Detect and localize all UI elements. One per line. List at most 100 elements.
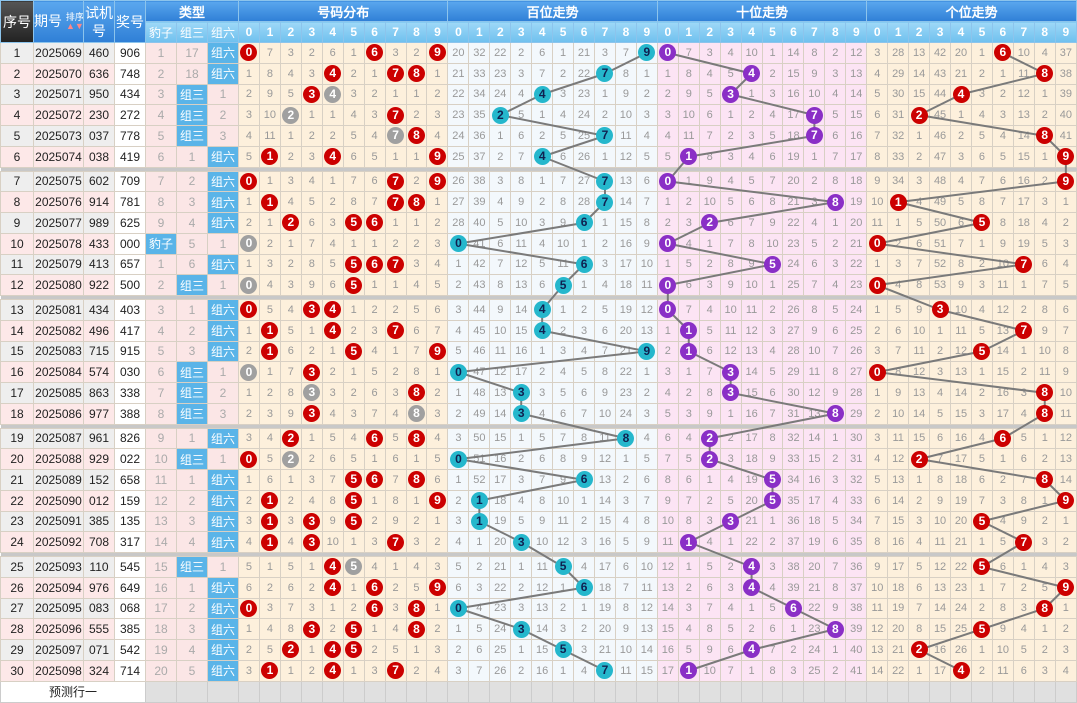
hundreds-omission-cell: 9 — [594, 382, 616, 404]
tens-omission-cell: 2 — [698, 489, 721, 512]
hundreds-omission-cell: 14 — [510, 299, 533, 321]
dist-omission-cell: 2 — [342, 597, 365, 620]
prediction-cell[interactable] — [635, 680, 658, 703]
prediction-cell[interactable] — [614, 680, 637, 703]
tens-ball: 1 — [680, 533, 698, 551]
prediction-cell[interactable] — [970, 680, 993, 703]
hundreds-omission-cell: 4 — [635, 125, 658, 147]
prediction-cell[interactable] — [782, 680, 805, 703]
prediction-cell[interactable] — [363, 680, 386, 703]
hundreds-omission-cell: 2 — [489, 145, 512, 168]
prediction-cell[interactable] — [510, 680, 533, 703]
prediction-cell[interactable] — [300, 680, 323, 703]
prediction-cell[interactable] — [719, 680, 742, 703]
hundreds-omission-cell: 23 — [614, 382, 637, 404]
type-omission-cell: 4 — [176, 531, 208, 553]
prediction-cell[interactable] — [1033, 680, 1056, 703]
units-ball: 7 — [1015, 533, 1033, 551]
prediction-cell[interactable] — [1054, 680, 1077, 703]
hundreds-ball: 5 — [554, 558, 572, 576]
tens-omission-cell: 5 — [719, 618, 742, 640]
seq-cell: 10 — [0, 232, 34, 255]
prediction-cell[interactable] — [238, 680, 260, 703]
tens-omission-cell: 27 — [782, 319, 805, 342]
tens-omission-cell: 3 — [698, 42, 721, 64]
prediction-cell[interactable] — [145, 680, 177, 703]
prediction-cell[interactable] — [656, 680, 679, 703]
prediction-cell[interactable] — [206, 680, 240, 703]
prediction-cell[interactable] — [258, 680, 281, 703]
prediction-cell[interactable] — [176, 680, 208, 703]
units-omission-cell: 13 — [908, 42, 931, 64]
hundreds-omission-cell: 2 — [447, 639, 470, 661]
prediction-cell[interactable] — [950, 680, 972, 703]
prediction-cell[interactable] — [803, 680, 826, 703]
prediction-cell[interactable] — [447, 680, 470, 703]
prediction-cell[interactable] — [531, 680, 554, 703]
tens-omission-cell: 16 — [782, 83, 805, 106]
hundreds-omission-cell: 21 — [573, 42, 595, 64]
sort-button[interactable]: 排序 ▲▼ — [66, 13, 83, 31]
prediction-cell[interactable] — [698, 680, 721, 703]
dist-omission-cell: 4 — [426, 659, 449, 682]
tens-omission-cell: 15 — [803, 448, 826, 470]
prediction-cell[interactable] — [573, 680, 595, 703]
dist-cell: 6 — [363, 212, 386, 234]
prediction-cell[interactable] — [552, 680, 575, 703]
units-omission-cell: 30 — [887, 83, 910, 106]
dist-omission-cell: 6 — [363, 170, 386, 193]
prediction-cell[interactable] — [342, 680, 365, 703]
units-omission-cell: 19 — [950, 489, 972, 512]
hundreds-cell: 3 — [510, 382, 533, 404]
dist-omission-cell: 1 — [300, 639, 323, 661]
units-ball: 8 — [1036, 384, 1054, 402]
tens-omission-cell: 6 — [698, 340, 721, 363]
dist-omission-cell: 2 — [405, 510, 428, 533]
dist-omission-cell: 2 — [363, 639, 386, 661]
tens-omission-cell: 27 — [845, 361, 868, 383]
prediction-cell[interactable] — [908, 680, 931, 703]
prediction-cell[interactable] — [677, 680, 700, 703]
seq-cell: 29 — [0, 639, 34, 661]
prediction-cell[interactable] — [991, 680, 1014, 703]
prediction-cell[interactable] — [866, 680, 889, 703]
tens-omission-cell: 7 — [803, 274, 826, 296]
prediction-cell[interactable] — [321, 680, 344, 703]
prediction-cell[interactable] — [740, 680, 763, 703]
units-omission-cell: 51 — [929, 232, 952, 255]
table-row: 15 2025083 715 915 5 3 组六 2 1 6 2 1 5 4 1 7 9 5 46 11 16 1 3 4 7… — [0, 340, 1077, 363]
prediction-cell[interactable] — [279, 680, 302, 703]
tens-omission-cell: 3 — [782, 659, 805, 682]
prediction-cell[interactable] — [824, 680, 847, 703]
units-omission-cell: 13 — [929, 576, 952, 599]
dist-omission-cell: 5 — [279, 319, 302, 342]
trial-number-cell: 708 — [83, 531, 115, 553]
dist-omission-cell: 2 — [342, 382, 365, 404]
prediction-cell[interactable] — [929, 680, 952, 703]
dist-ball: 0 — [240, 172, 258, 190]
prediction-cell[interactable] — [887, 680, 910, 703]
prediction-cell[interactable] — [594, 680, 616, 703]
prediction-cell[interactable] — [845, 680, 868, 703]
prediction-cell[interactable] — [405, 680, 428, 703]
hundreds-omission-cell: 4 — [510, 83, 533, 106]
prediction-cell[interactable] — [468, 680, 491, 703]
hundreds-omission-cell: 3 — [594, 253, 616, 276]
hundreds-ball: 4 — [533, 301, 551, 319]
dist-omission-cell: 10 — [321, 531, 344, 553]
tens-omission-cell: 4 — [803, 212, 826, 234]
dist-omission-cell: 1 — [279, 125, 302, 147]
dist-omission-cell: 6 — [405, 319, 428, 342]
col-header-issue[interactable]: 期号 排序 ▲▼ — [33, 0, 84, 43]
hundreds-omission-cell: 2 — [635, 83, 658, 106]
hundreds-omission-cell: 12 — [594, 448, 616, 470]
tens-omission-cell: 3 — [803, 191, 826, 213]
prediction-cell[interactable] — [384, 680, 407, 703]
prediction-cell[interactable] — [761, 680, 784, 703]
dist-cell: 0 — [238, 448, 260, 470]
prediction-cell[interactable] — [426, 680, 449, 703]
tens-omission-cell: 39 — [845, 618, 868, 640]
prediction-cell[interactable] — [489, 680, 512, 703]
dist-cell: 7 — [384, 191, 407, 213]
prediction-cell[interactable] — [1012, 680, 1035, 703]
